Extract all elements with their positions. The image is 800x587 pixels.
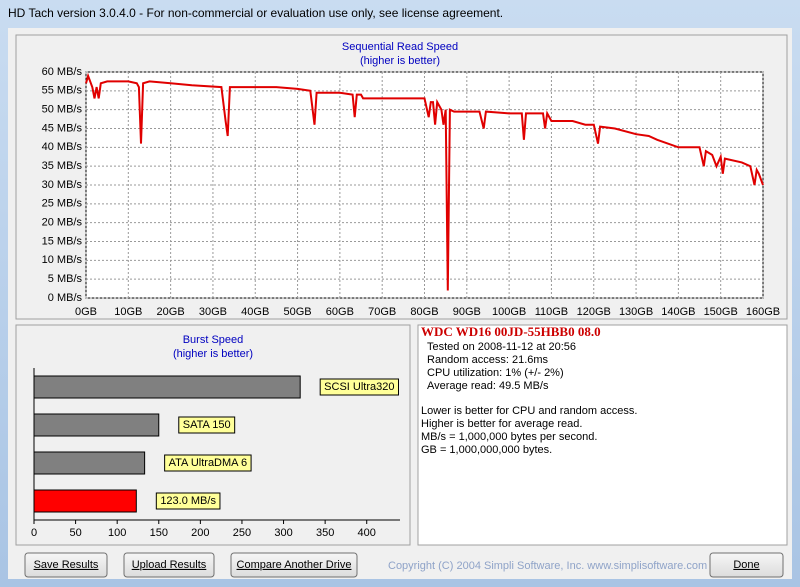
info-line: Average read: 49.5 MB/s: [427, 380, 549, 392]
bar-label: ATA UltraDMA 6: [169, 457, 247, 469]
button[interactable]: Done: [709, 552, 784, 578]
y-tick-label: 55 MB/s: [42, 85, 83, 97]
y-tick-label: 5 MB/s: [48, 273, 83, 285]
info-note: Lower is better for CPU and random acces…: [421, 405, 637, 417]
x-tick-label: 40GB: [241, 306, 269, 318]
x-tick-label: 90GB: [453, 306, 481, 318]
info-line: Random access: 21.6ms: [427, 354, 549, 366]
chart-subtitle: (higher is better): [173, 348, 253, 360]
x-tick-label: 20GB: [157, 306, 185, 318]
x-tick-label: 100GB: [492, 306, 526, 318]
copyright: Copyright (C) 2004 Simpli Software, Inc.…: [388, 560, 707, 572]
y-tick-label: 40 MB/s: [42, 141, 83, 153]
x-tick-label: 50: [69, 527, 81, 539]
label-bg: [178, 416, 236, 434]
y-tick-label: 60 MB/s: [42, 66, 83, 78]
x-tick-label: 300: [274, 527, 292, 539]
y-tick-label: 10 MB/s: [42, 254, 83, 266]
button-face: [709, 552, 784, 578]
x-tick-label: 350: [316, 527, 334, 539]
bar: [33, 375, 301, 399]
button-face: [230, 552, 358, 578]
x-tick-label: 50GB: [283, 306, 311, 318]
info-note: Higher is better for average read.: [421, 418, 582, 430]
button[interactable]: Save Results: [24, 552, 108, 578]
y-tick-label: 0 MB/s: [48, 292, 83, 304]
y-tick-label: 50 MB/s: [42, 104, 83, 116]
y-tick-label: 20 MB/s: [42, 217, 83, 229]
bar: [33, 413, 160, 437]
x-tick-label: 60GB: [326, 306, 354, 318]
x-tick-label: 70GB: [368, 306, 396, 318]
bar-label: 123.0 MB/s: [160, 495, 216, 507]
button-label: Upload Results: [132, 559, 207, 571]
label-bg: [164, 454, 252, 472]
button-face: [123, 552, 215, 578]
bar-label-box: ATA UltraDMA 6: [164, 454, 252, 472]
info-note: GB = 1,000,000,000 bytes.: [421, 444, 552, 456]
x-tick-label: 80GB: [410, 306, 438, 318]
x-tick-label: 110GB: [535, 306, 568, 318]
x-tick-label: 140GB: [661, 306, 695, 318]
x-tick-label: 100: [108, 527, 126, 539]
chart-subtitle: (higher is better): [360, 55, 440, 67]
x-tick-label: 400: [358, 527, 376, 539]
bar-label-box: SCSI Ultra320: [319, 378, 399, 396]
x-tick-label: 0GB: [75, 306, 97, 318]
label-bg: [155, 492, 221, 510]
info-line: CPU utilization: 1% (+/- 2%): [427, 367, 564, 379]
x-tick-label: 150: [150, 527, 168, 539]
x-tick-label: 160GB: [746, 306, 780, 318]
button-label: Done: [733, 559, 759, 571]
x-tick-label: 130GB: [619, 306, 653, 318]
y-tick-label: 25 MB/s: [42, 198, 83, 210]
x-tick-label: 0: [31, 527, 37, 539]
chart-title: Sequential Read Speed: [342, 41, 458, 53]
read-line: [85, 72, 764, 291]
info-line: Tested on 2008-11-12 at 20:56: [427, 341, 576, 353]
x-tick-label: 10GB: [114, 306, 142, 318]
bar: [33, 489, 137, 513]
x-tick-label: 150GB: [704, 306, 738, 318]
bar: [33, 451, 146, 475]
button[interactable]: Compare Another Drive: [230, 552, 358, 578]
bar-label-box: SATA 150: [178, 416, 236, 434]
label-bg: [319, 378, 399, 396]
y-tick-label: 45 MB/s: [42, 122, 83, 134]
window-title: HD Tach version 3.0.4.0 - For non-commer…: [8, 6, 503, 20]
y-tick-label: 30 MB/s: [42, 179, 83, 191]
drive-name: WDC WD16 00JD-55HBB0 08.0: [421, 324, 601, 339]
info-note: MB/s = 1,000,000 bytes per second.: [421, 431, 597, 443]
bar-label: SCSI Ultra320: [324, 381, 394, 393]
button[interactable]: Upload Results: [123, 552, 215, 578]
bar-label: SATA 150: [183, 419, 231, 431]
button-label: Save Results: [34, 559, 99, 571]
button-label: Compare Another Drive: [237, 559, 352, 571]
x-tick-label: 30GB: [199, 306, 227, 318]
chart-title: Burst Speed: [183, 334, 244, 346]
bar-label-box: 123.0 MB/s: [155, 492, 221, 510]
x-tick-label: 250: [233, 527, 251, 539]
x-tick-label: 120GB: [577, 306, 611, 318]
y-tick-label: 15 MB/s: [42, 235, 83, 247]
y-tick-label: 35 MB/s: [42, 160, 83, 172]
x-tick-label: 200: [191, 527, 209, 539]
info-panel: [417, 324, 788, 546]
button-face: [24, 552, 108, 578]
